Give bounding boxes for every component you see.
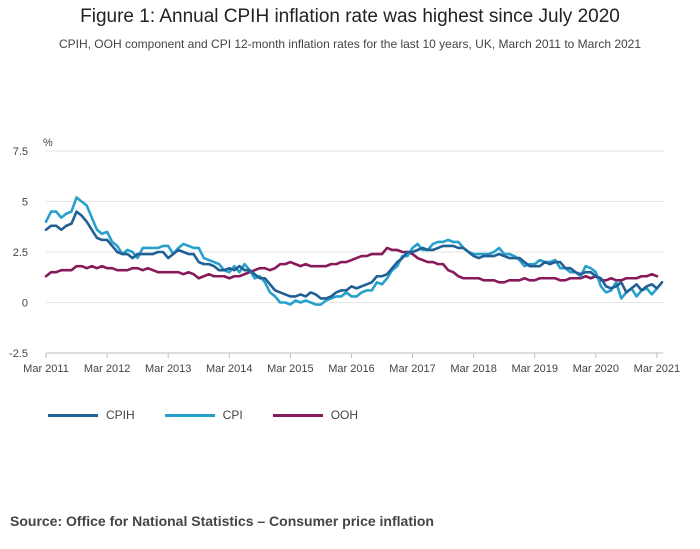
legend-label: CPIH <box>106 408 135 422</box>
legend-label: CPI <box>222 408 243 422</box>
x-tick-label: Mar 2021 <box>634 363 680 375</box>
y-tick-label: 2.5 <box>13 247 28 259</box>
y-tick-label: -2.5 <box>9 348 28 360</box>
series-line-cpih <box>44 210 664 300</box>
y-tick-label: 5 <box>22 197 28 209</box>
x-tick-label: Mar 2018 <box>450 363 496 375</box>
source-note: Source: Office for National Statistics –… <box>10 513 434 529</box>
chart-legend: CPIH CPI OOH <box>48 408 388 422</box>
series-line-ooh <box>44 246 659 284</box>
legend-swatch <box>164 413 215 417</box>
x-tick-label: Mar 2012 <box>84 363 130 375</box>
legend-item-cpi: CPI <box>164 408 243 422</box>
legend-swatch <box>272 413 323 417</box>
x-tick-label: Mar 2019 <box>511 363 557 375</box>
x-tick-label: Mar 2020 <box>573 363 619 375</box>
legend-item-ooh: OOH <box>272 408 359 422</box>
legend-swatch <box>48 413 98 417</box>
legend-label: OOH <box>330 408 359 422</box>
y-axis-unit-label: % <box>43 137 53 149</box>
x-tick-label: Mar 2014 <box>206 363 252 375</box>
chart-subtitle: CPIH, OOH component and CPI 12-month inf… <box>58 37 642 51</box>
x-tick-label: Mar 2017 <box>389 363 435 375</box>
chart-title: Figure 1: Annual CPIH inflation rate was… <box>80 6 620 27</box>
x-axis: Mar 2011 Mar 2012 Mar 2013 Mar 2014 Mar 2015… <box>23 352 680 375</box>
y-tick-label: 7.5 <box>13 146 28 158</box>
y-axis-ticks: -2.5 0 2.5 5 7.5 <box>9 146 28 360</box>
x-tick-label: Mar 2016 <box>328 363 374 375</box>
x-tick-label: Mar 2015 <box>267 363 313 375</box>
gridlines <box>46 150 665 354</box>
series-lines <box>44 196 664 306</box>
x-tick-label: Mar 2013 <box>145 363 191 375</box>
legend-item-cpih: CPIH <box>48 408 135 422</box>
y-tick-label: 0 <box>22 298 28 310</box>
x-tick-label: Mar 2011 <box>23 363 69 375</box>
series-line-cpi <box>44 196 659 306</box>
